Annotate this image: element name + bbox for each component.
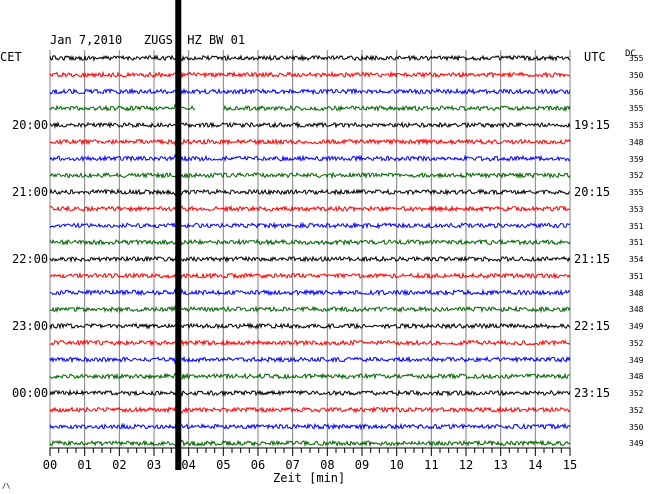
trace-line [49, 405, 571, 414]
dc-offset-value: 350 [629, 422, 644, 432]
dc-offset-value: 349 [629, 439, 644, 449]
trace-line [49, 204, 571, 213]
x-tick-label: 15 [562, 458, 578, 472]
dc-offset-value: 355 [629, 188, 644, 197]
trace-line [49, 137, 571, 147]
trace-line [49, 121, 571, 130]
dc-offset-value: 349 [629, 355, 644, 365]
dc-offset-value: 352 [629, 171, 644, 181]
x-tick-label: 03 [146, 458, 162, 472]
trace-group [49, 53, 571, 448]
left-timezone-label: CET [0, 50, 22, 64]
trace-line [49, 238, 571, 248]
dc-offset-value: 352 [629, 338, 644, 348]
trace-line [49, 271, 571, 281]
x-tick-label: 12 [458, 458, 474, 472]
dc-offset-value: 359 [629, 154, 644, 164]
left-hour-label: 22:00 [12, 252, 49, 266]
x-axis-label: Zeit [min] [273, 471, 346, 485]
trace-line [49, 53, 571, 63]
trace-line [49, 188, 571, 197]
x-tick-label: 11 [424, 458, 439, 472]
right-hour-label: 23:15 [574, 386, 611, 400]
x-tick-label: 14 [528, 458, 543, 472]
x-tick-label: 00 [42, 458, 58, 472]
trace-line [49, 439, 571, 448]
x-tick-label: 01 [77, 458, 92, 472]
x-tick-label: 08 [320, 458, 335, 472]
left-hour-label: 20:00 [12, 118, 49, 132]
left-hour-label: 00:00 [12, 386, 49, 400]
dc-offset-value: 348 [629, 137, 644, 147]
x-tick-label: 09 [354, 458, 370, 472]
trace-line [49, 70, 571, 79]
dc-offset-value: 356 [629, 87, 644, 97]
grid-lines [49, 50, 571, 448]
right-timezone-label: UTC [584, 50, 606, 64]
trace-line [50, 338, 571, 347]
trace-line [50, 287, 571, 298]
dc-offset-value: 355 [629, 54, 644, 63]
trace-line [49, 355, 571, 365]
event-marker [175, 0, 182, 470]
trace-line [49, 87, 571, 96]
dc-offset-value: 349 [629, 322, 644, 331]
x-tick-label: 02 [112, 458, 127, 472]
dc-offset-value: 353 [629, 204, 644, 214]
trace-line [49, 103, 571, 113]
trace-line [49, 304, 571, 315]
right-hour-label: 22:15 [574, 319, 611, 333]
dc-offset-value: 350 [629, 70, 644, 80]
plot-title: Jan 7,2010 ZUGS HZ BW 01 [50, 33, 246, 47]
dc-offset-value: 348 [629, 372, 644, 382]
time-axis [49, 447, 571, 456]
trace-line [49, 321, 571, 330]
trace-line [49, 372, 571, 381]
dc-offset-value: 351 [629, 221, 644, 231]
left-hour-label: 23:00 [12, 319, 49, 333]
left-hour-label: 21:00 [12, 185, 49, 199]
corner-mark: /\ [2, 482, 11, 490]
right-hour-label: 19:15 [574, 118, 611, 132]
event-marker-group [175, 0, 182, 470]
dc-offset-value: 348 [629, 305, 644, 315]
x-tick-label: 07 [285, 458, 300, 472]
x-tick-label: 04 [181, 458, 196, 472]
dc-offset-value: 351 [629, 271, 644, 281]
dc-offset-value: 352 [629, 405, 644, 415]
x-tick-label: 10 [389, 458, 404, 472]
x-tick-label: 06 [250, 458, 266, 472]
trace-line [49, 153, 571, 163]
dc-offset-value: 351 [629, 238, 644, 248]
trace-line [49, 387, 571, 398]
trace-line [49, 255, 571, 263]
dc-offset-value: 353 [629, 121, 644, 130]
dc-offset-value: 348 [629, 288, 644, 298]
trace-line [49, 421, 571, 431]
trace-line [49, 171, 571, 180]
right-hour-label: 21:15 [574, 252, 611, 266]
dc-offset-value: 354 [629, 255, 644, 264]
trace-line [49, 221, 570, 230]
x-tick-label: 05 [216, 458, 231, 472]
dc-offset-value: 352 [629, 389, 644, 398]
x-tick-label: 13 [493, 458, 508, 472]
dc-offset-value: 355 [629, 104, 644, 114]
right-hour-label: 20:15 [574, 185, 611, 199]
dc-column-label: DC [625, 49, 636, 59]
